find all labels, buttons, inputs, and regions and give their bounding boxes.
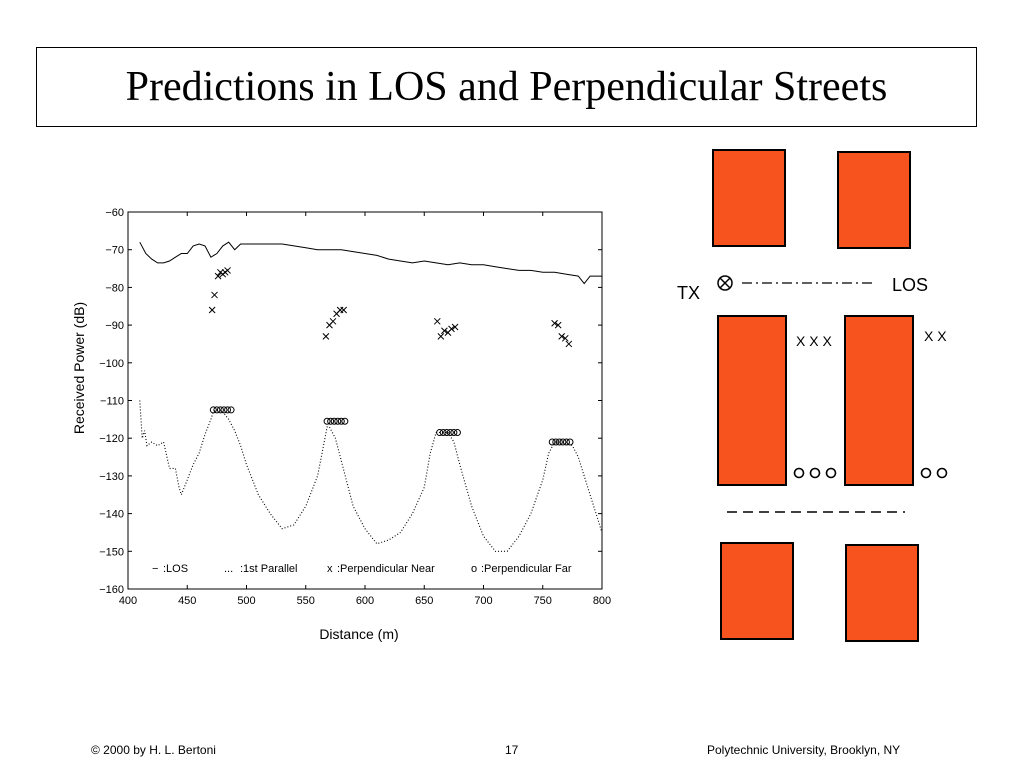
- series-line-los: [139, 241, 602, 285]
- perpendicular-far-point: [323, 417, 331, 425]
- perpendicular-near-point: [437, 333, 445, 340]
- x-tick-label: 400: [119, 595, 137, 607]
- perpendicular-near-point: [214, 272, 222, 280]
- y-tick-label: −100: [99, 358, 124, 370]
- building-bottom-left: [720, 542, 794, 640]
- y-tick-label: −150: [99, 546, 124, 558]
- perpendicular-far-point: [548, 438, 556, 446]
- perpendicular-near-marks-1: X X X: [796, 333, 832, 349]
- perpendicular-near-point: [211, 291, 218, 299]
- legend-marker: x: [327, 563, 333, 575]
- series-line-1st-parallel: [139, 400, 603, 552]
- perpendicular-far-point: [213, 406, 221, 414]
- perpendicular-near-point: [340, 306, 348, 314]
- x-axis-ticks: 400 450 500 550 600 650 700 750 800: [119, 212, 611, 607]
- perpendicular-far-point: [566, 438, 574, 446]
- footer-institution: Polytechnic University, Brooklyn, NY: [707, 743, 901, 757]
- perpendicular-far-point: [436, 429, 444, 437]
- y-axis-ticks: −60 −70 −80 −90 −100 −110 −120 −130 −140 −150 −160: [99, 207, 602, 596]
- x-tick-label: 650: [415, 595, 433, 607]
- y-tick-label: −140: [99, 509, 124, 521]
- los-label: LOS: [892, 275, 928, 295]
- y-tick-label: −160: [99, 584, 124, 596]
- legend-label: :1st Parallel: [240, 563, 297, 575]
- x-tick-label: 600: [356, 595, 374, 607]
- title-box: Predictions in LOS and Perpendicular Str…: [36, 47, 977, 127]
- perpendicular-far-point: [453, 429, 461, 437]
- y-tick-label: −120: [99, 433, 124, 445]
- legend-label: :LOS: [163, 563, 188, 575]
- perpendicular-far-point: [224, 406, 232, 414]
- perpendicular-far-point: [555, 438, 563, 446]
- legend-label: :Perpendicular Near: [337, 563, 435, 575]
- building-middle-right: [844, 315, 914, 486]
- perpendicular-far-point: [446, 429, 454, 437]
- perpendicular-far-point: [450, 429, 458, 437]
- tx-label: TX: [677, 283, 700, 303]
- x-tick-label: 700: [474, 595, 492, 607]
- perpendicular-far-point: [327, 417, 335, 425]
- x-tick-label: 450: [178, 595, 196, 607]
- perpendicular-near-point: [208, 306, 216, 314]
- x-tick-label: 800: [593, 595, 611, 607]
- y-tick-label: −110: [100, 396, 124, 408]
- y-tick-label: −90: [105, 320, 124, 332]
- perpendicular-near-point: [329, 317, 337, 325]
- footer-page-number: 17: [505, 743, 519, 757]
- legend: −:LOS... :1st Parallel x :Perpendicular Nea…: [152, 563, 572, 575]
- buildings: [712, 149, 919, 642]
- perpendicular-near-point: [558, 333, 566, 340]
- building-top-left: [712, 149, 786, 247]
- x-axis-label: Distance (m): [319, 626, 398, 642]
- building-top-right: [837, 151, 911, 249]
- perpendicular-near-point: [433, 317, 441, 325]
- transmitter-icon: [717, 275, 733, 291]
- perpendicular-far-point: [562, 438, 570, 446]
- y-tick-label: −130: [99, 471, 124, 483]
- perpendicular-far-point: [220, 406, 228, 414]
- perpendicular-far-point: [227, 406, 235, 414]
- perpendicular-near-point: [565, 340, 573, 348]
- perpendicular-near-marks-2: X X: [924, 328, 947, 344]
- perpendicular-near-point: [551, 319, 558, 327]
- y-tick-label: −60: [105, 207, 124, 219]
- x-tick-label: 500: [237, 595, 255, 607]
- legend-label: :Perpendicular Far: [481, 563, 572, 575]
- perpendicular-far-point: [443, 429, 451, 437]
- perpendicular-far-point: [216, 406, 224, 414]
- perpendicular-far-point: [559, 438, 567, 446]
- x-tick-label: 550: [297, 595, 315, 607]
- perpendicular-near-point: [561, 334, 569, 342]
- legend-marker: o: [471, 563, 477, 575]
- perpendicular-far-point: [439, 429, 447, 437]
- series-layer: [139, 241, 603, 552]
- legend-marker: ...: [224, 563, 233, 575]
- perpendicular-far-point: [341, 417, 349, 425]
- perpendicular-far-point: [209, 406, 217, 414]
- perpendicular-near-point: [322, 333, 330, 340]
- perpendicular-far-point: [330, 417, 338, 425]
- y-tick-label: −70: [105, 245, 124, 257]
- perpendicular-near-point: [451, 323, 459, 331]
- y-axis-label: Received Power (dB): [71, 302, 87, 434]
- plot-frame: [127, 211, 603, 590]
- perpendicular-far-marks: [793, 467, 948, 479]
- perpendicular-near-point: [441, 327, 448, 335]
- perpendicular-near-point: [224, 267, 231, 274]
- perpendicular-far-point: [552, 438, 560, 446]
- y-tick-label: −80: [105, 282, 124, 294]
- footer-copyright: © 2000 by H. L. Bertoni: [91, 743, 216, 757]
- building-middle-left: [717, 315, 787, 486]
- legend-marker: −: [152, 563, 158, 575]
- x-tick-label: 750: [534, 595, 552, 607]
- perpendicular-near-point: [448, 325, 455, 333]
- perpendicular-far-point: [334, 417, 342, 425]
- perpendicular-near-point: [554, 321, 562, 329]
- building-bottom-right: [845, 544, 919, 642]
- slide-title: Predictions in LOS and Perpendicular Str…: [125, 64, 888, 110]
- perpendicular-far-point: [337, 417, 345, 425]
